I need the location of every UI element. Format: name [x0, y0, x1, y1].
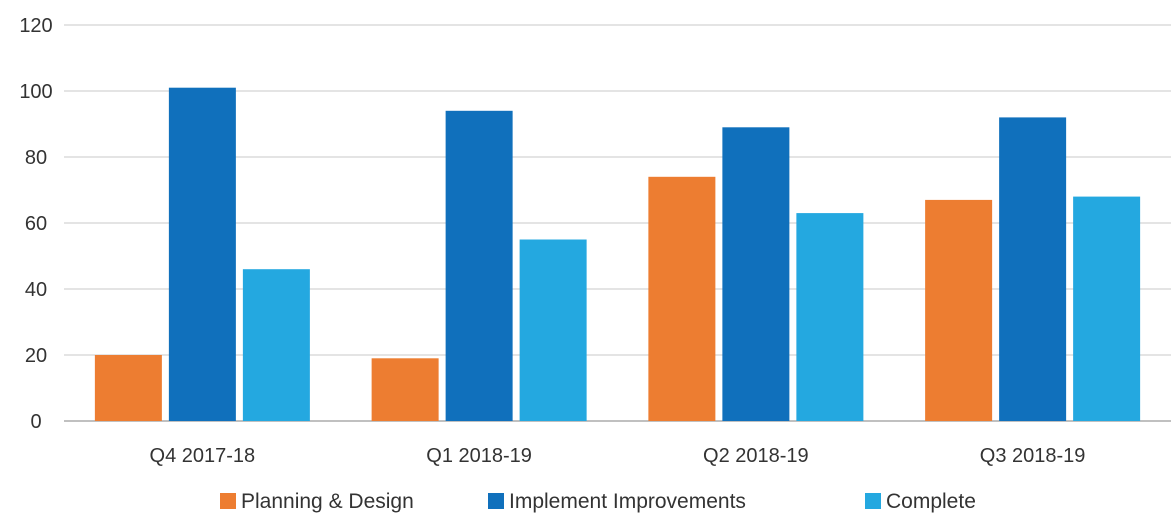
- legend-label: Implement Improvements: [509, 490, 746, 513]
- bar-complete-0: [242, 269, 310, 421]
- y-tick-label: 20: [25, 345, 47, 367]
- bar-planning-design-0: [94, 355, 162, 421]
- legend: Planning & Design Implement Improvements C…: [220, 490, 976, 513]
- bar-implement-improvements-2: [722, 127, 790, 422]
- bar-implement-improvements-1: [445, 110, 513, 422]
- bar-complete-2: [796, 213, 864, 421]
- bar-planning-design-3: [925, 199, 993, 421]
- bar-planning-design-2: [648, 176, 716, 421]
- y-tick-label: 0: [30, 411, 41, 433]
- x-category-label: Q1 2018-19: [426, 445, 532, 467]
- legend-label: Planning & Design: [241, 490, 414, 513]
- bar-complete-3: [1073, 196, 1141, 421]
- legend-label: Complete: [886, 490, 976, 513]
- legend-swatch-complete: [865, 493, 881, 509]
- legend-swatch-implement-improvements: [488, 493, 504, 509]
- bars: [94, 87, 1141, 422]
- y-tick-label: 100: [19, 81, 52, 103]
- y-axis-ticks: 0 20 40 60 80 100 120: [19, 15, 52, 433]
- x-category-label: Q3 2018-19: [980, 445, 1086, 467]
- bar-planning-design-1: [371, 358, 439, 421]
- bar-complete-1: [519, 239, 587, 421]
- y-tick-label: 60: [25, 213, 47, 235]
- x-axis-categories: Q4 2017-18 Q1 2018-19 Q2 2018-19 Q3 2018-19: [150, 445, 1086, 467]
- y-tick-label: 40: [25, 279, 47, 301]
- bar-implement-improvements-3: [999, 117, 1067, 422]
- x-category-label: Q2 2018-19: [703, 445, 809, 467]
- x-category-label: Q4 2017-18: [150, 445, 256, 467]
- bar-implement-improvements-0: [168, 87, 236, 421]
- y-tick-label: 80: [25, 147, 47, 169]
- y-tick-label: 120: [19, 15, 52, 37]
- legend-swatch-planning-design: [220, 493, 236, 509]
